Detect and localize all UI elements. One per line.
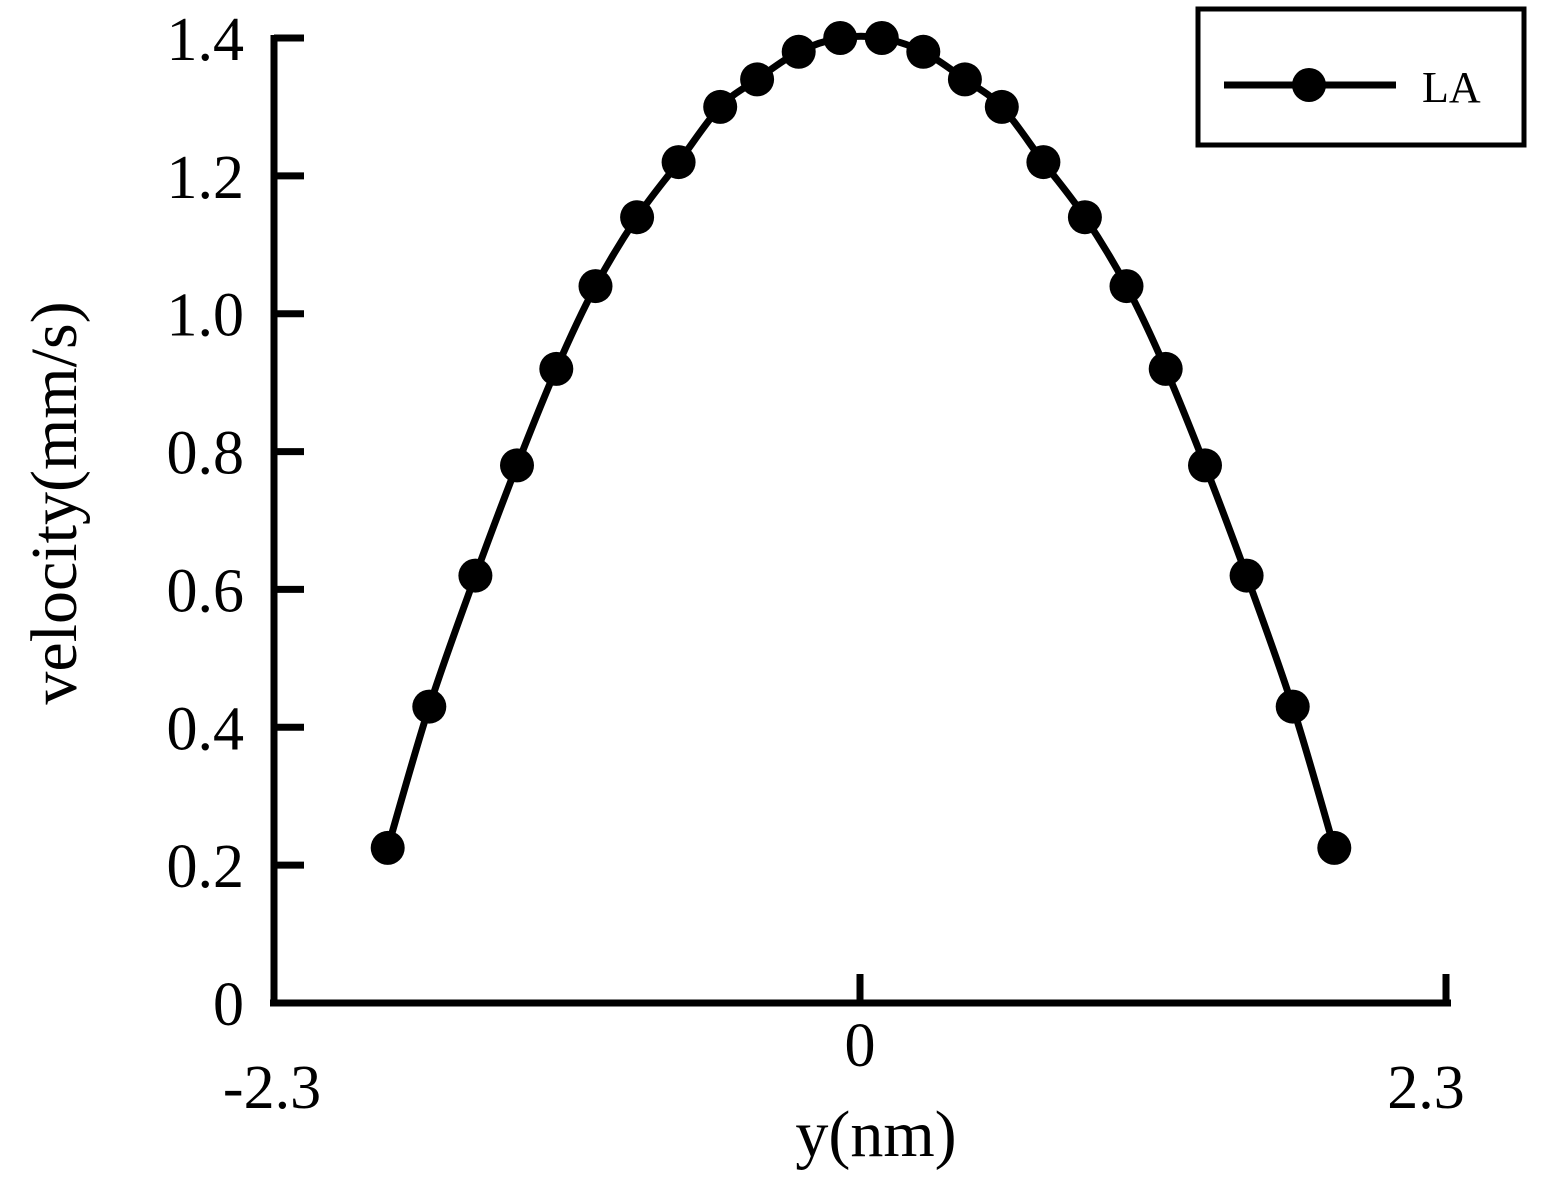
- y-axis-title: velocity(mm/s): [18, 301, 91, 704]
- data-point: [740, 62, 775, 97]
- data-point: [823, 21, 858, 55]
- data-point: [370, 830, 405, 865]
- data-point: [703, 89, 738, 124]
- series-line-la: [384, 32, 1338, 849]
- data-point: [947, 62, 982, 97]
- x-tick-label: -2.3: [223, 1054, 321, 1122]
- y-ticks: 0 0.2 0.4 0.6 0.8 1.0 1.2 1.4: [167, 6, 304, 1039]
- y-tick-label: 0: [213, 971, 244, 1039]
- data-point: [1275, 689, 1310, 724]
- data-point: [1148, 351, 1183, 386]
- data-point: [412, 689, 447, 724]
- data-point: [620, 200, 655, 235]
- y-tick-label: 1.0: [167, 282, 245, 350]
- data-point: [864, 21, 899, 55]
- y-tick-label: 0.2: [167, 833, 245, 901]
- x-axis-title: y(nm): [795, 1098, 956, 1171]
- y-tick-label: 1.4: [167, 6, 245, 74]
- legend-marker-swatch: [1292, 68, 1326, 102]
- data-point: [1229, 558, 1264, 593]
- data-point: [781, 34, 816, 69]
- x-tick-label: 0: [845, 1012, 876, 1080]
- data-point: [1067, 200, 1102, 235]
- y-tick-label: 0.4: [167, 695, 245, 763]
- legend: LA: [1195, 6, 1527, 148]
- legend-box: [1195, 6, 1527, 148]
- data-point: [578, 269, 613, 304]
- legend-label-la: LA: [1422, 63, 1481, 112]
- series-layer: [370, 21, 1352, 865]
- x-ticks: -2.3 0 2.3: [223, 974, 1465, 1122]
- data-point: [539, 351, 574, 386]
- y-tick-label: 1.2: [167, 144, 245, 212]
- data-point: [1109, 269, 1144, 304]
- x-tick-label: 2.3: [1387, 1054, 1465, 1122]
- data-point: [1026, 145, 1061, 180]
- data-point: [1188, 448, 1222, 483]
- data-point: [984, 89, 1019, 124]
- data-point: [458, 558, 493, 593]
- plot-area: 0 0.2 0.4 0.6 0.8 1.0 1.2 1.4 -2.3 0 2.3: [167, 6, 1465, 1122]
- y-tick-label: 0.6: [167, 557, 245, 625]
- data-point: [906, 34, 941, 69]
- data-point: [500, 448, 534, 483]
- data-point: [1317, 830, 1352, 865]
- y-tick-label: 0.8: [167, 420, 245, 488]
- data-point: [661, 145, 696, 180]
